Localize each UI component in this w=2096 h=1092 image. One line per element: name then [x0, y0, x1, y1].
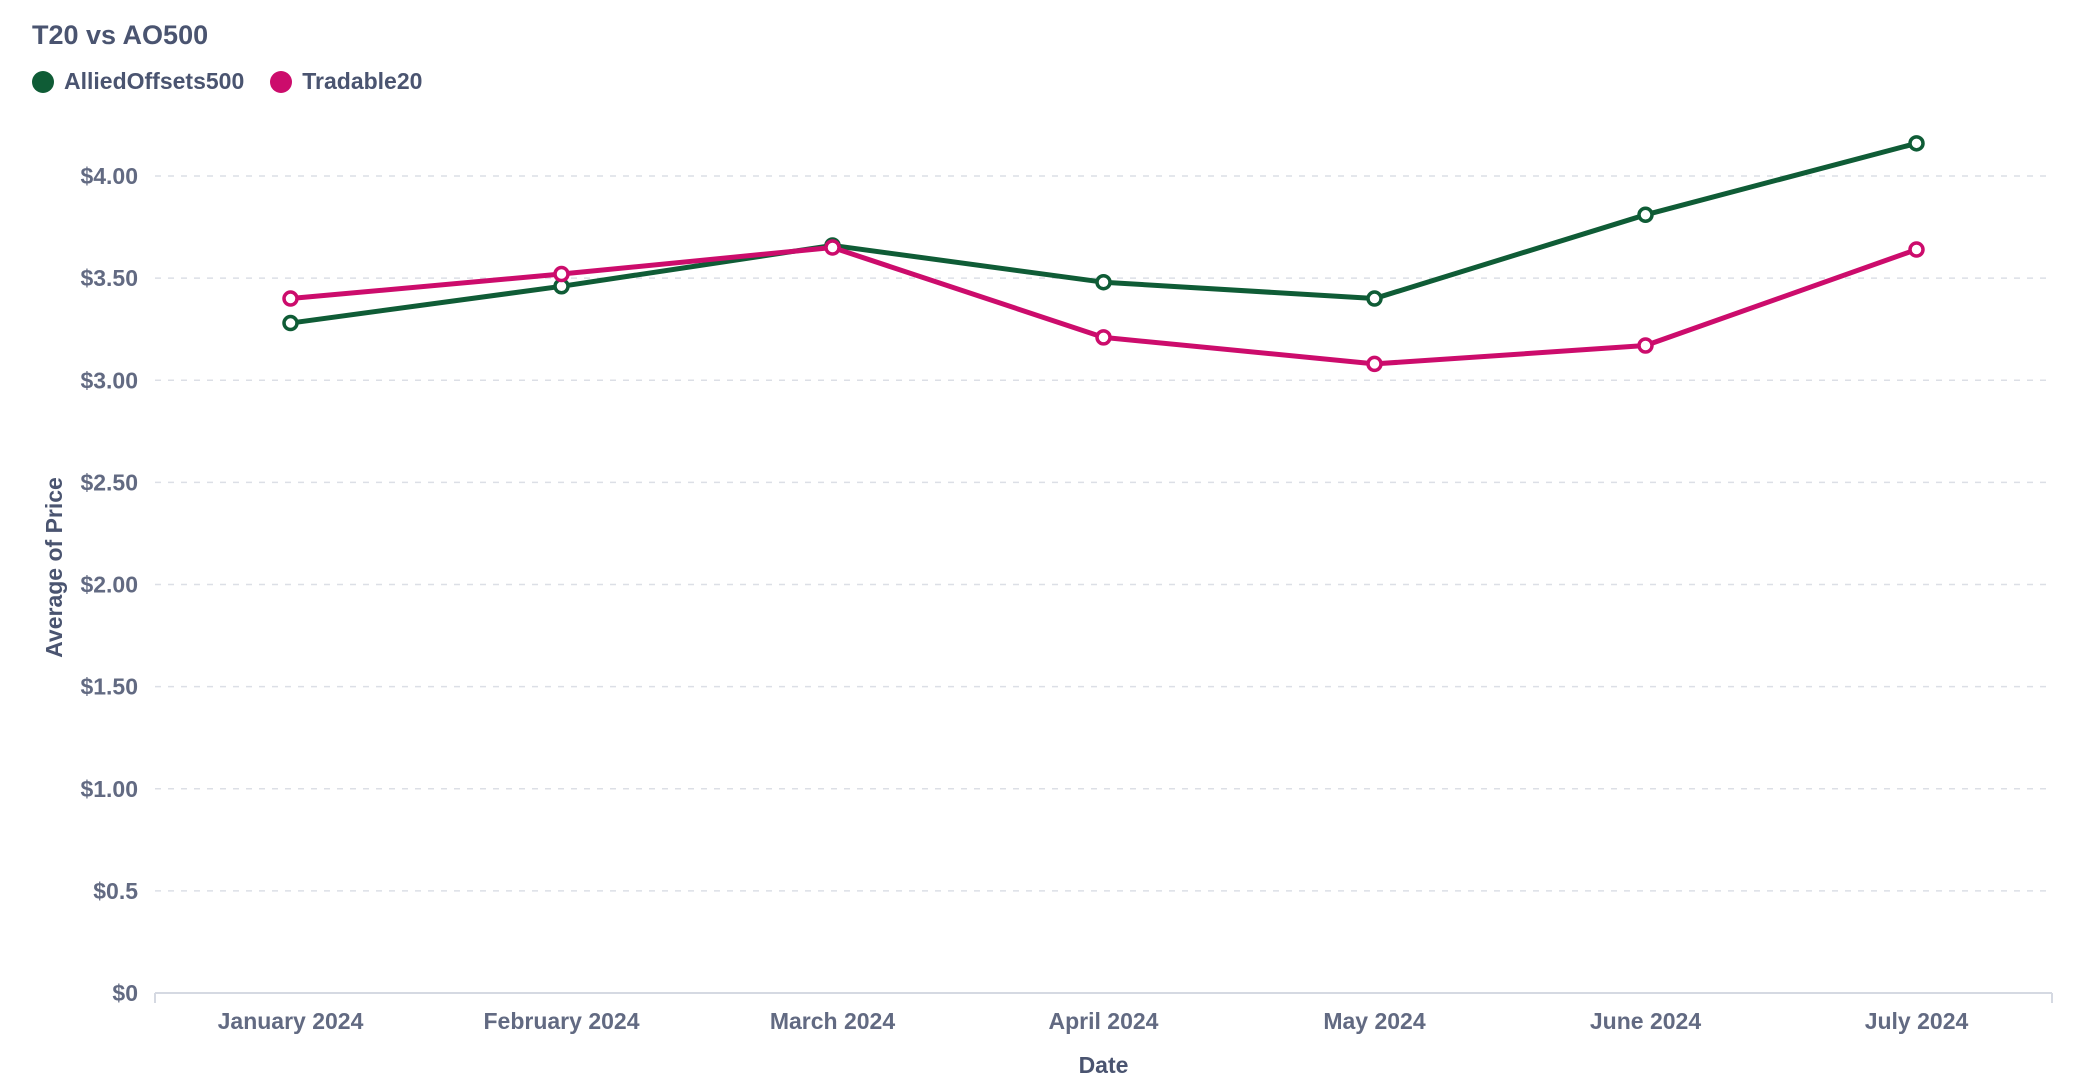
- y-axis-tick-labels: $0 $0.5 $1.00 $1.50 $2.00 $2.50 $3.00 $3.50 $4.0…: [80, 163, 138, 1006]
- data-point-tradable20[interactable]: [1095, 329, 1112, 346]
- x-tick-label: February 2024: [484, 1008, 640, 1034]
- grid-lines: [155, 175, 2052, 892]
- series-line-tradable20: [288, 244, 1919, 367]
- x-tick-label: January 2024: [218, 1008, 364, 1034]
- x-tick-label: April 2024: [1049, 1008, 1159, 1034]
- y-tick-label: $4.00: [80, 163, 138, 189]
- data-point-alliedoffsets500[interactable]: [1366, 290, 1383, 307]
- y-axis-title: Average of Price: [41, 477, 67, 658]
- y-tick-label: $1.50: [80, 674, 138, 700]
- chart-title: T20 vs AO500: [32, 20, 209, 50]
- x-axis-title: Date: [1079, 1052, 1129, 1078]
- x-axis-tick-labels: January 2024 February 2024 March 2024 April…: [218, 1008, 1969, 1034]
- legend-swatch-alliedoffsets500: [32, 70, 54, 93]
- data-point-alliedoffsets500[interactable]: [282, 314, 299, 332]
- data-point-tradable20[interactable]: [1637, 337, 1654, 354]
- data-point-tradable20[interactable]: [553, 265, 570, 283]
- axes: [154, 992, 2053, 1003]
- x-tick-label: May 2024: [1323, 1008, 1426, 1034]
- legend: AlliedOffsets500 Tradable20: [32, 68, 422, 95]
- legend-item-alliedoffsets500[interactable]: AlliedOffsets500: [32, 68, 244, 95]
- data-point-tradable20[interactable]: [824, 239, 841, 256]
- legend-item-tradable20[interactable]: Tradable20: [270, 68, 422, 95]
- data-points: [282, 135, 1925, 373]
- x-tick-label: March 2024: [770, 1008, 896, 1034]
- data-point-tradable20[interactable]: [1366, 355, 1383, 373]
- legend-label-alliedoffsets500: AlliedOffsets500: [64, 68, 245, 94]
- y-tick-label: $3.50: [80, 265, 138, 291]
- legend-label-tradable20: Tradable20: [302, 68, 423, 94]
- y-tick-label: $0: [112, 980, 138, 1006]
- y-tick-label: $2.50: [80, 469, 138, 495]
- y-tick-label: $1.00: [80, 776, 138, 802]
- y-tick-label: $2.00: [80, 572, 138, 598]
- y-tick-label: $3.00: [80, 367, 138, 393]
- data-point-alliedoffsets500[interactable]: [1908, 135, 1925, 152]
- data-point-tradable20[interactable]: [282, 290, 299, 307]
- legend-swatch-tradable20: [270, 70, 293, 93]
- y-tick-label: $0.5: [93, 878, 138, 904]
- series-line-alliedoffsets500: [288, 140, 1919, 326]
- data-point-tradable20[interactable]: [1908, 241, 1925, 258]
- data-point-alliedoffsets500[interactable]: [1095, 273, 1112, 291]
- x-tick-label: July 2024: [1865, 1008, 1969, 1034]
- data-point-alliedoffsets500[interactable]: [1637, 206, 1654, 224]
- x-tick-label: June 2024: [1590, 1008, 1701, 1034]
